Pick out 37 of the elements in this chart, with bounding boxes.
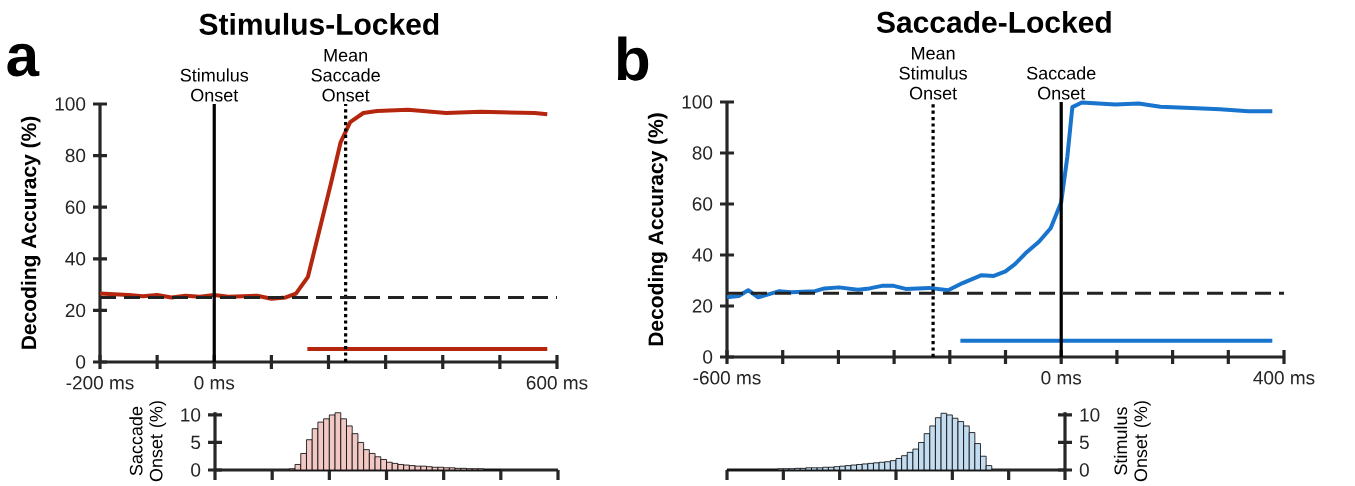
y-tick-label: 0 bbox=[1079, 463, 1089, 477]
y-tick-label: 20 bbox=[692, 299, 713, 313]
chart-title: Stimulus-Locked bbox=[199, 12, 439, 35]
y-axis-title: Decoding Accuracy (%) bbox=[20, 116, 41, 349]
chart-title: Saccade-Locked bbox=[876, 10, 1111, 33]
y-tick-label: 40 bbox=[65, 252, 86, 266]
y-tick-label: 0 bbox=[191, 463, 201, 477]
x-tick-label: -600 ms bbox=[693, 371, 761, 385]
text: a bbox=[7, 43, 40, 77]
y-axis-title: Saccade Onset (%) bbox=[129, 401, 167, 482]
y-tick-label: 100 bbox=[682, 95, 713, 109]
y-tick-label: 80 bbox=[692, 146, 713, 160]
ref-line-label: Stimulus Onset bbox=[180, 68, 249, 102]
y-tick-label: 5 bbox=[1079, 435, 1089, 450]
y-axis-title: Stimulus Onset (%) bbox=[1113, 401, 1151, 482]
ref-line-label: Mean Saccade Onset bbox=[311, 49, 380, 102]
y-tick-label: 60 bbox=[65, 200, 86, 214]
x-tick-label: 0 ms bbox=[194, 376, 235, 390]
y-tick-label: 60 bbox=[692, 197, 713, 211]
text: b bbox=[617, 36, 649, 81]
y-tick-label: 20 bbox=[65, 303, 86, 318]
x-tick-label: 400 ms bbox=[1253, 371, 1315, 385]
x-tick-label: -200 ms bbox=[66, 376, 134, 390]
y-tick-label: 5 bbox=[191, 435, 201, 450]
ref-line-label: Saccade Onset bbox=[1027, 66, 1096, 100]
y-tick-label: 0 bbox=[76, 355, 86, 369]
line-series bbox=[725, 100, 1275, 300]
y-tick-label: 40 bbox=[692, 248, 713, 262]
y-tick-label: 100 bbox=[55, 97, 86, 111]
y-tick-label: 10 bbox=[181, 408, 201, 422]
ref-line-label: Mean Stimulus Onset bbox=[899, 47, 967, 100]
y-tick-label: 0 bbox=[703, 350, 713, 364]
y-axis-title: Decoding Accuracy (%) bbox=[647, 113, 668, 346]
x-tick-label: 0 ms bbox=[1041, 371, 1082, 385]
y-tick-label: 80 bbox=[65, 148, 86, 163]
x-tick-label: 600 ms bbox=[526, 376, 588, 390]
y-tick-label: 10 bbox=[1080, 408, 1100, 422]
